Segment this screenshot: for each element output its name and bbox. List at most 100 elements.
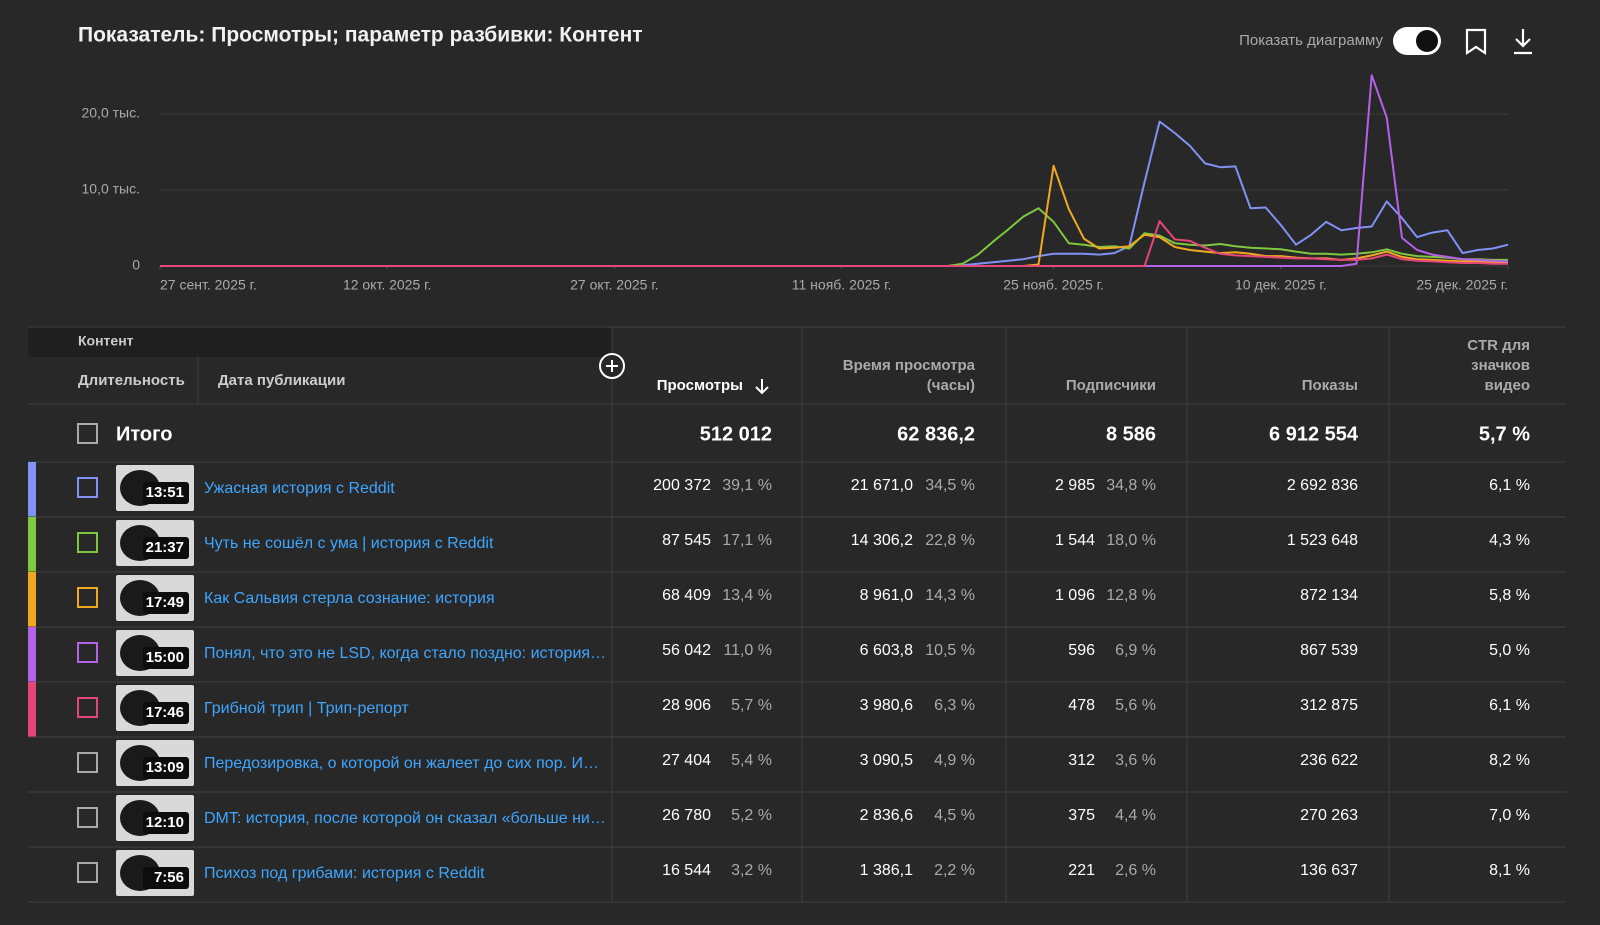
x-tick-label: 25 нояб. 2025 г.: [1003, 277, 1104, 293]
checkbox[interactable]: [77, 807, 98, 828]
video-title[interactable]: DMT: история, после которой он сказал «б…: [204, 810, 606, 827]
video-duration: 13:09: [146, 759, 184, 776]
x-tick-label: 10 дек. 2025 г.: [1235, 277, 1327, 293]
x-tick-label: 27 сент. 2025 г.: [160, 277, 257, 293]
video-duration: 17:49: [146, 594, 184, 611]
sort-option[interactable]: Длительность: [78, 372, 185, 389]
cell-value: 6 603,8: [860, 642, 913, 659]
series-color-strip: [28, 627, 36, 682]
cell-value: 68 409: [662, 587, 711, 604]
cell-value: 3,2 %: [731, 862, 772, 879]
series-line: [160, 120, 1509, 267]
cell-value: 5,7 %: [731, 697, 772, 714]
cell-value: 375: [1068, 807, 1095, 824]
x-tick-label: 11 нояб. 2025 г.: [792, 277, 892, 293]
add-metric-button[interactable]: [599, 353, 625, 379]
cell-value: 3 980,6: [860, 697, 913, 714]
cell-value: 56 042: [662, 642, 711, 659]
series-color-strip: [28, 462, 36, 517]
checkbox[interactable]: [77, 587, 98, 608]
column-header[interactable]: Подписчики: [1066, 377, 1156, 394]
column-header[interactable]: (часы): [927, 377, 975, 394]
cell-value: 3,6 %: [1115, 752, 1156, 769]
cell-value: 1 386,1: [860, 862, 913, 879]
cell-value: 5,4 %: [731, 752, 772, 769]
video-title[interactable]: Как Сальвия стерла сознание: история: [204, 590, 495, 607]
cell-value: 34,8 %: [1106, 477, 1156, 494]
checkbox[interactable]: [77, 642, 98, 663]
cell-value: 39,1 %: [722, 477, 772, 494]
video-title[interactable]: Психоз под грибами: история с Reddit: [204, 865, 485, 882]
y-tick-label: 20,0 тыс.: [81, 105, 140, 121]
total-value: 6 912 554: [1269, 423, 1359, 445]
duration-badge: [143, 757, 189, 779]
column-header[interactable]: Показы: [1302, 377, 1358, 394]
checkbox[interactable]: [77, 697, 98, 718]
checkbox[interactable]: [77, 752, 98, 773]
video-title[interactable]: Передозировка, о которой он жалеет до си…: [204, 755, 599, 772]
cell-value: 2 692 836: [1287, 477, 1358, 494]
column-header[interactable]: значков: [1471, 357, 1530, 374]
bookmark-button[interactable]: [1465, 28, 1487, 56]
cell-value: 1 523 648: [1287, 532, 1358, 549]
duration-badge: [143, 592, 189, 614]
total-value: 8 586: [1106, 423, 1156, 445]
download-button[interactable]: [1514, 29, 1532, 55]
cell-value: 10,5 %: [925, 642, 975, 659]
column-header[interactable]: CTR для: [1467, 337, 1530, 354]
checkbox[interactable]: [77, 477, 98, 498]
cell-value: 17,1 %: [722, 532, 772, 549]
column-header[interactable]: Время просмотра: [843, 357, 976, 374]
column-header[interactable]: видео: [1485, 377, 1530, 394]
cell-value: 478: [1068, 697, 1095, 714]
cell-value: 87 545: [662, 532, 711, 549]
duration-badge: [143, 482, 189, 504]
column-header[interactable]: Просмотры: [657, 377, 743, 394]
checkbox[interactable]: [77, 862, 98, 883]
cell-value: 4,4 %: [1115, 807, 1156, 824]
cell-value: 8,1 %: [1489, 862, 1530, 879]
video-title[interactable]: Ужасная история с Reddit: [204, 480, 395, 497]
cell-value: 1 096: [1055, 587, 1095, 604]
checkbox[interactable]: [77, 532, 98, 553]
cell-value: 2,2 %: [934, 862, 975, 879]
cell-value: 26 780: [662, 807, 711, 824]
x-tick-label: 12 окт. 2025 г.: [343, 277, 432, 293]
toggle-label: Показать диаграмму: [1239, 32, 1383, 49]
download-icon[interactable]: [1514, 29, 1532, 55]
toggle-knob[interactable]: [1416, 30, 1438, 52]
cell-value: 5,2 %: [731, 807, 772, 824]
cell-value: 270 263: [1300, 807, 1358, 824]
cell-value: 6,9 %: [1115, 642, 1156, 659]
cell-value: 136 637: [1300, 862, 1358, 879]
cell-value: 21 671,0: [851, 477, 913, 494]
duration-badge: [143, 812, 189, 834]
x-tick-label: 25 дек. 2025 г.: [1416, 277, 1508, 293]
video-duration: 15:00: [146, 649, 184, 666]
cell-value: 1 544: [1055, 532, 1095, 549]
x-tick-label: 27 окт. 2025 г.: [570, 277, 659, 293]
video-duration: 13:51: [146, 484, 184, 501]
video-title[interactable]: Понял, что это не LSD, когда стало поздн…: [204, 645, 606, 662]
cell-value: 6,1 %: [1489, 697, 1530, 714]
report-title: Показатель: Просмотры; параметр разбивки…: [78, 24, 643, 47]
add-icon[interactable]: [606, 360, 618, 372]
cell-value: 312 875: [1300, 697, 1358, 714]
video-title[interactable]: Грибной трип | Трип-репорт: [204, 700, 409, 717]
cell-value: 867 539: [1300, 642, 1358, 659]
cell-value: 12,8 %: [1106, 587, 1156, 604]
total-value: 512 012: [700, 423, 772, 445]
chart-toggle[interactable]: [1393, 27, 1441, 55]
cell-value: 6,3 %: [934, 697, 975, 714]
series-color-strip: [28, 517, 36, 572]
duration-badge: [143, 537, 189, 559]
total-value: 5,7 %: [1479, 423, 1530, 445]
checkbox[interactable]: [77, 423, 98, 444]
cell-value: 5,8 %: [1489, 587, 1530, 604]
cell-value: 236 622: [1300, 752, 1358, 769]
sort-option[interactable]: Дата публикации: [218, 372, 345, 389]
series-color-strip: [28, 682, 36, 737]
video-title[interactable]: Чуть не сошёл с ума | история с Reddit: [204, 535, 494, 552]
